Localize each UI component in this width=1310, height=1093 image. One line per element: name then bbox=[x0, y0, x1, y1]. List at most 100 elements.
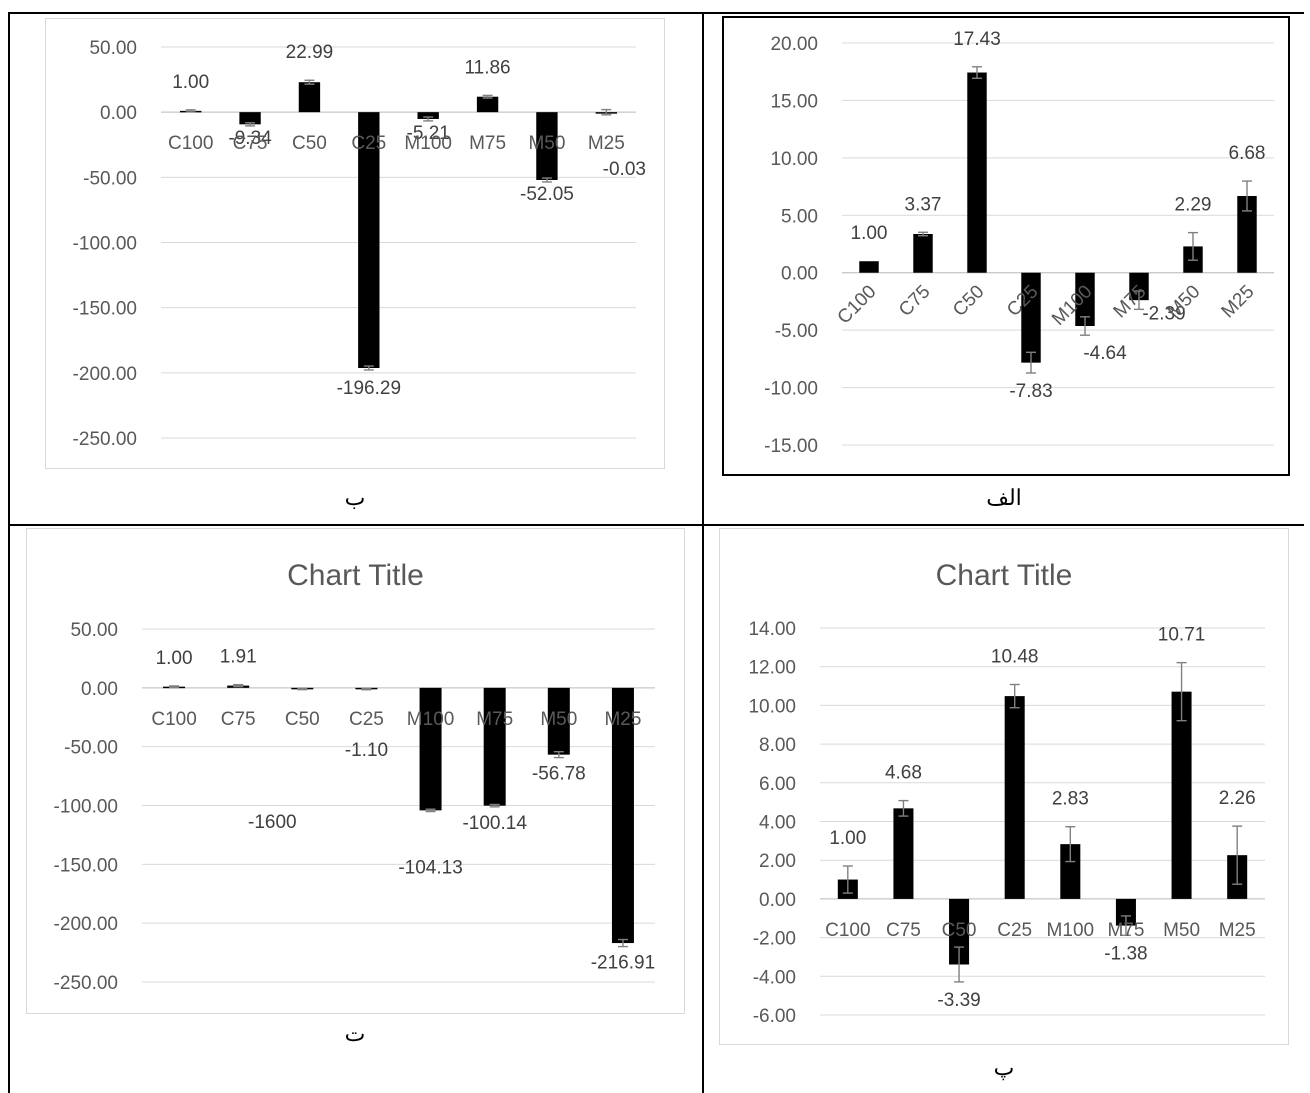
bar bbox=[1004, 696, 1025, 899]
bar bbox=[949, 898, 970, 965]
data-label: -1.10 bbox=[345, 740, 388, 761]
y-tick-label: 10.00 bbox=[748, 696, 796, 717]
data-label: 2.26 bbox=[1219, 788, 1256, 809]
data-label: 10.71 bbox=[1158, 625, 1206, 646]
data-label: -216.91 bbox=[591, 953, 655, 974]
chart-te: Chart Title 50.00 0.00 -50.00 -100.00 -150.00… bbox=[54, 559, 656, 994]
data-label: 6.68 bbox=[1229, 143, 1266, 164]
bar bbox=[611, 687, 634, 944]
y-tick-label: -4.00 bbox=[753, 967, 796, 988]
y-tick-label: 4.00 bbox=[759, 813, 796, 834]
category-label: C75 bbox=[233, 133, 268, 154]
data-label: -0.03 bbox=[603, 159, 646, 180]
data-label: 2.83 bbox=[1052, 789, 1089, 810]
y-tick-label: 50.00 bbox=[89, 38, 137, 59]
y-tick-label: 5.00 bbox=[781, 206, 818, 227]
category-label: C50 bbox=[292, 133, 327, 154]
data-label: -100.14 bbox=[462, 813, 527, 834]
data-label: 1.00 bbox=[851, 223, 888, 244]
y-tick-label: 0.00 bbox=[759, 890, 796, 911]
category-label: M50 bbox=[1163, 920, 1200, 941]
data-label: 22.99 bbox=[286, 42, 334, 63]
y-tick-label: -200.00 bbox=[54, 914, 118, 935]
table-border-left bbox=[8, 12, 10, 1093]
caption-b: ب bbox=[344, 486, 366, 511]
category-label: M50 bbox=[540, 709, 577, 730]
y-tick-label: 50.00 bbox=[70, 620, 118, 641]
category-label: C75 bbox=[221, 709, 256, 730]
y-tick-label: 14.00 bbox=[748, 619, 796, 640]
y-tick-label: -150.00 bbox=[54, 855, 118, 876]
bar bbox=[417, 112, 439, 119]
category-label: C25 bbox=[351, 133, 386, 154]
bar bbox=[1115, 898, 1136, 926]
y-tick-label: -100.00 bbox=[54, 797, 118, 818]
caption-pe: پ bbox=[993, 1056, 1015, 1081]
category-label: C25 bbox=[349, 709, 384, 730]
chart-b: 50.00 0.00 -50.00 -100.00 -150.00 -200.00 -250… bbox=[73, 38, 646, 450]
figure-table bbox=[8, 12, 1304, 1093]
data-label: -9.34 bbox=[228, 128, 272, 149]
data-label: -56.78 bbox=[532, 764, 586, 785]
category-label: C75 bbox=[895, 281, 934, 320]
y-tick-label: 10.00 bbox=[770, 149, 818, 170]
category-label: C75 bbox=[886, 920, 921, 941]
bar bbox=[419, 687, 442, 811]
y-tick-label: -250.00 bbox=[73, 429, 137, 450]
y-tick-label: -10.00 bbox=[764, 379, 818, 400]
chart-pe: Chart Title 14.00 12.00 10.00 8.00 6.00 4.00 2.… bbox=[748, 559, 1265, 1027]
category-label: C100 bbox=[825, 920, 870, 941]
category-label: C100 bbox=[834, 281, 881, 328]
y-tick-label: -200.00 bbox=[73, 364, 137, 385]
table-divider-horizontal bbox=[8, 524, 1304, 526]
category-label: C50 bbox=[285, 709, 320, 730]
y-tick-label: -50.00 bbox=[64, 738, 118, 759]
y-tick-label: 8.00 bbox=[759, 735, 796, 756]
data-label: -4.64 bbox=[1083, 343, 1127, 364]
data-label: -7.83 bbox=[1009, 381, 1052, 402]
category-label: M25 bbox=[604, 709, 641, 730]
bar bbox=[859, 261, 879, 273]
data-label: -104.13 bbox=[398, 858, 462, 879]
category-label: C100 bbox=[168, 133, 213, 154]
data-label: -1600 bbox=[248, 812, 297, 833]
bar bbox=[476, 96, 499, 113]
chart-te-frame: Chart Title 50.00 0.00 -50.00 -100.00 -150.00… bbox=[26, 528, 685, 1014]
chart-alef-frame: 20.00 15.00 10.00 5.00 0.00 -5.00 -10.00 -15.00… bbox=[722, 16, 1290, 476]
category-label: M100 bbox=[1047, 920, 1095, 941]
table-border-top bbox=[8, 12, 1304, 14]
bar bbox=[239, 112, 261, 125]
data-label: 3.37 bbox=[905, 194, 942, 215]
data-label: -196.29 bbox=[337, 378, 401, 399]
bar bbox=[1021, 272, 1041, 363]
bar bbox=[483, 687, 506, 806]
y-tick-label: -50.00 bbox=[83, 168, 137, 189]
category-label: M50 bbox=[528, 133, 565, 154]
data-label: 10.48 bbox=[991, 647, 1039, 668]
y-tick-label: 15.00 bbox=[770, 91, 818, 112]
bar bbox=[1237, 195, 1257, 273]
y-tick-label: 2.00 bbox=[759, 851, 796, 872]
category-label: M25 bbox=[1219, 920, 1256, 941]
data-label: 4.68 bbox=[885, 763, 922, 784]
y-tick-label: -250.00 bbox=[54, 973, 118, 994]
category-label: M25 bbox=[588, 133, 625, 154]
y-tick-label: 20.00 bbox=[770, 34, 818, 55]
data-label: 1.00 bbox=[829, 828, 866, 849]
y-tick-label: -5.00 bbox=[775, 321, 818, 342]
y-tick-label: -15.00 bbox=[764, 436, 818, 457]
y-tick-label: -150.00 bbox=[73, 299, 137, 320]
category-label: C50 bbox=[949, 281, 988, 320]
data-label: -5.21 bbox=[407, 123, 450, 144]
category-label: M75 bbox=[1107, 920, 1144, 941]
data-label: -52.05 bbox=[520, 184, 574, 205]
chart-pe-frame: Chart Title 14.00 12.00 10.00 8.00 6.00 4.00 2.… bbox=[719, 528, 1289, 1045]
y-tick-label: 0.00 bbox=[100, 103, 137, 124]
table-divider-vertical bbox=[702, 12, 704, 1093]
bar bbox=[358, 112, 380, 368]
data-label: 1.91 bbox=[220, 647, 257, 668]
chart-b-frame: 50.00 0.00 -50.00 -100.00 -150.00 -200.00 -250… bbox=[45, 18, 665, 469]
data-label: 17.43 bbox=[953, 29, 1001, 50]
category-label: C25 bbox=[997, 920, 1032, 941]
category-label: C50 bbox=[942, 920, 977, 941]
